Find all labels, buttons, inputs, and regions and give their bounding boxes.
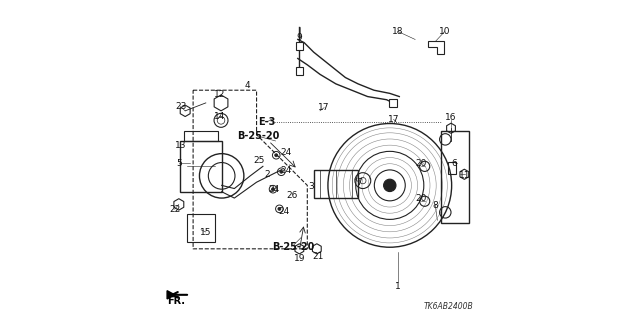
Circle shape — [280, 170, 283, 173]
Circle shape — [275, 154, 278, 157]
Text: 20: 20 — [415, 159, 427, 168]
Text: 26: 26 — [286, 191, 298, 200]
Text: 24: 24 — [279, 207, 290, 216]
Bar — [449, 162, 456, 174]
Text: 19: 19 — [294, 254, 305, 263]
Text: 24: 24 — [280, 148, 292, 156]
Text: 20: 20 — [415, 194, 427, 203]
Bar — [296, 42, 303, 50]
Text: 2: 2 — [265, 170, 271, 179]
Text: 10: 10 — [439, 27, 451, 36]
Text: 1: 1 — [395, 282, 401, 292]
Text: 17: 17 — [388, 115, 399, 124]
Text: 15: 15 — [200, 228, 212, 236]
Text: B-25-20: B-25-20 — [237, 131, 279, 141]
Text: 16: 16 — [445, 113, 456, 122]
Text: 6: 6 — [452, 159, 458, 168]
Bar — [187, 214, 215, 243]
Circle shape — [278, 207, 281, 210]
Bar — [389, 99, 397, 107]
Text: 18: 18 — [392, 27, 404, 36]
Text: 23: 23 — [175, 102, 187, 111]
Text: 24: 24 — [280, 166, 292, 175]
Polygon shape — [167, 291, 175, 299]
Circle shape — [271, 188, 275, 191]
Text: 11: 11 — [460, 172, 471, 180]
Text: 4: 4 — [244, 81, 250, 90]
Text: 5: 5 — [176, 159, 182, 168]
Text: FR.: FR. — [168, 296, 186, 306]
Text: TK6AB2400B: TK6AB2400B — [424, 302, 474, 311]
Text: 24: 24 — [268, 185, 280, 194]
Text: 7: 7 — [356, 178, 362, 187]
Text: 9: 9 — [297, 33, 303, 42]
Bar — [440, 132, 469, 223]
Text: 25: 25 — [253, 156, 265, 164]
Circle shape — [383, 179, 396, 192]
Text: 14: 14 — [214, 112, 225, 121]
Text: 17: 17 — [318, 103, 330, 112]
Bar — [184, 132, 218, 141]
Text: B-25-20: B-25-20 — [272, 242, 314, 252]
Bar — [180, 141, 221, 192]
Text: 12: 12 — [214, 91, 226, 100]
Text: E-3: E-3 — [259, 117, 276, 127]
Bar — [296, 68, 303, 75]
Text: 3: 3 — [308, 182, 314, 191]
Text: 13: 13 — [175, 141, 186, 150]
Text: 8: 8 — [432, 202, 438, 211]
Text: 21: 21 — [312, 252, 323, 261]
Text: 22: 22 — [169, 205, 180, 214]
